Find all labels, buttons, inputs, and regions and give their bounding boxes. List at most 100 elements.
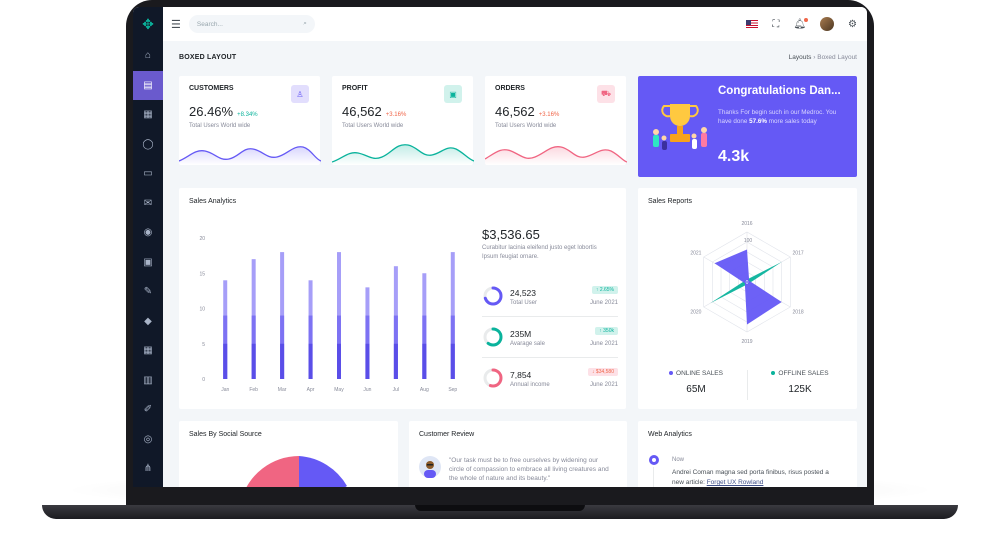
sales-radar-chart: 2016 2017 2018 2019 2020 2021 100 0 xyxy=(690,221,804,345)
progress-ring xyxy=(483,286,503,306)
logo-icon[interactable]: ✥ xyxy=(142,15,154,32)
stat-value: 7,854 xyxy=(510,370,532,380)
kpi-sparkline xyxy=(485,146,627,165)
stat-label: Annual income xyxy=(510,382,550,388)
kpi-card-orders: ORDERS ⛟ 46,562 +3.16% Total Users World … xyxy=(485,76,627,165)
page-title: BOXED LAYOUT xyxy=(179,54,237,61)
review-quote: "Our task must be to free ourselves by w… xyxy=(449,457,609,482)
trophy-illustration xyxy=(653,104,707,150)
card-title: Sales Reports xyxy=(648,198,692,205)
kpi-change: +8.34% xyxy=(237,112,258,118)
bar-jan-2 xyxy=(223,343,228,379)
progress-ring xyxy=(483,327,503,347)
reviewer-avatar xyxy=(419,456,441,478)
bar-mar-2 xyxy=(280,343,285,379)
sidebar-form-icon[interactable]: ▣ xyxy=(143,256,153,268)
kpi-value: 26.46% +8.34% xyxy=(189,104,258,119)
kpi-title: PROFIT xyxy=(342,85,368,92)
avatar[interactable] xyxy=(820,17,835,31)
congrats-title: Congratulations Dan... xyxy=(718,85,841,97)
x-tick-label: Mar xyxy=(278,387,287,393)
sales-description: Curabitur lacinia eleifend justo eget lo… xyxy=(482,245,597,260)
bar-mar-0 xyxy=(280,252,285,379)
x-tick-label: Jan xyxy=(221,387,229,393)
stat-value: 235M xyxy=(510,329,532,339)
breadcrumb-separator: › xyxy=(813,54,818,61)
breadcrumb-layouts[interactable]: Layouts xyxy=(788,54,812,61)
x-tick-label: Sep xyxy=(448,387,457,393)
bar-sep-2 xyxy=(450,343,455,379)
radar-axis-label: 2018 xyxy=(793,310,804,316)
legend-divider xyxy=(747,370,748,400)
breadcrumb: Layouts › Boxed Layout xyxy=(789,54,857,61)
sidebar-calendar-icon[interactable]: ▦ xyxy=(143,109,153,121)
web-analytics-card: Web Analytics Now Andrei Coman magna sed… xyxy=(638,421,857,487)
stat-label: Total User xyxy=(510,300,538,306)
bar-feb-2 xyxy=(251,343,256,379)
card-title: Sales Analytics xyxy=(189,198,237,205)
kpi-value: 46,562 +3.16% xyxy=(342,104,407,119)
kpi-title: ORDERS xyxy=(495,85,525,92)
sidebar-paint-icon[interactable]: ◆ xyxy=(144,315,152,327)
sidebar-pen-icon[interactable]: ✐ xyxy=(143,404,153,416)
sidebar-table-icon[interactable]: ▦ xyxy=(143,345,153,357)
fullscreen-icon[interactable]: ⛶ xyxy=(772,18,780,30)
sidebar-store-icon[interactable]: ▭ xyxy=(143,168,153,180)
sidebar-map-icon[interactable]: ◎ xyxy=(143,433,153,445)
sidebar-chart-icon[interactable]: ▥ xyxy=(143,374,153,386)
article-link[interactable]: Forget UX Rowland xyxy=(706,479,764,486)
timeline-time: Now xyxy=(672,457,685,463)
divider xyxy=(482,316,618,317)
kpi-change: +3.16% xyxy=(385,112,407,118)
kpi-card-customers: CUSTOMERS ♙ 26.46% +8.34% Total Users Wor… xyxy=(179,76,321,165)
search-input[interactable]: Search... ⌕ xyxy=(188,15,315,33)
search-icon: ⌕ xyxy=(303,20,307,27)
sidebar-layouts-icon[interactable]: ▤ xyxy=(133,70,163,100)
sales-reports-card: Sales Reports 2016 2017 2018 2019 2020 2021 10… xyxy=(638,188,857,409)
social-source-card: Sales By Social Source xyxy=(179,421,398,487)
radar-axis-label: 2017 xyxy=(793,251,804,257)
sidebar: ✥ ⌂ ▤ ▦ ◯ ▭ ✉ ◉ ▣ ✎ ◆ ▦ ▥ ✐ ◎ ⋔ xyxy=(133,7,163,487)
card-title: Customer Review xyxy=(419,431,475,438)
radar-center-label: 0 xyxy=(746,280,749,286)
sidebar-user-icon[interactable]: ◉ xyxy=(143,227,153,239)
cart-icon: ⛟ xyxy=(597,85,615,103)
sales-amount: $3,536.65 xyxy=(482,227,540,242)
legend-online-sales: ONLINE SALES 65M xyxy=(656,370,736,395)
radar-scale-label: 100 xyxy=(744,238,753,244)
legend-dot xyxy=(771,371,776,376)
radar-axis-label: 2020 xyxy=(690,310,701,316)
sidebar-tools-icon[interactable]: ✎ xyxy=(143,286,153,298)
x-tick-label: Jul xyxy=(393,387,399,393)
progress-ring xyxy=(483,368,503,388)
stat-date: June 2021 xyxy=(589,382,618,388)
sidebar-chat-icon[interactable]: ◯ xyxy=(142,138,154,150)
menu-icon[interactable]: ☰ xyxy=(171,18,181,31)
screen: ✥ ⌂ ▤ ▦ ◯ ▭ ✉ ◉ ▣ ✎ ◆ ▦ ▥ ✐ ◎ ⋔ ☰ Search… xyxy=(133,7,867,487)
kpi-title: CUSTOMERS xyxy=(189,85,234,92)
bell-icon[interactable]: 🔔︎ xyxy=(793,17,808,30)
topbar-actions: ⛶ 🔔︎ ⚙ xyxy=(746,17,857,31)
congrats-text: Thanks For begin such in our Medroc. You… xyxy=(718,109,837,125)
legend-dot xyxy=(669,371,674,376)
stat-badge: ↑ 2.65% xyxy=(591,286,618,294)
search-placeholder: Search... xyxy=(196,20,223,28)
stat-date: June 2021 xyxy=(589,341,618,347)
y-tick-label: 20 xyxy=(199,236,205,242)
sidebar-share-icon[interactable]: ⋔ xyxy=(143,463,153,475)
kpi-subtitle: Total Users World wide xyxy=(342,123,404,129)
bar-jun-2 xyxy=(365,343,370,379)
gear-icon[interactable]: ⚙ xyxy=(848,18,857,30)
sales-bar-chart: 0 5 10 15 20 Jan Feb Mar Apr May Jun Jul Aug Sep xyxy=(199,236,457,393)
stat-label: Avarage sale xyxy=(510,341,545,347)
x-tick-label: Feb xyxy=(249,387,258,393)
social-pie-chart xyxy=(246,456,347,487)
sidebar-home-icon[interactable]: ⌂ xyxy=(144,50,152,62)
stat-badge: ↑ 350k xyxy=(595,327,618,335)
us-flag-icon[interactable] xyxy=(746,20,759,28)
sidebar-mail-icon[interactable]: ✉ xyxy=(143,197,153,209)
x-tick-label: May xyxy=(334,387,344,393)
y-tick-label: 15 xyxy=(199,271,205,277)
user-icon: ♙ xyxy=(291,85,309,103)
